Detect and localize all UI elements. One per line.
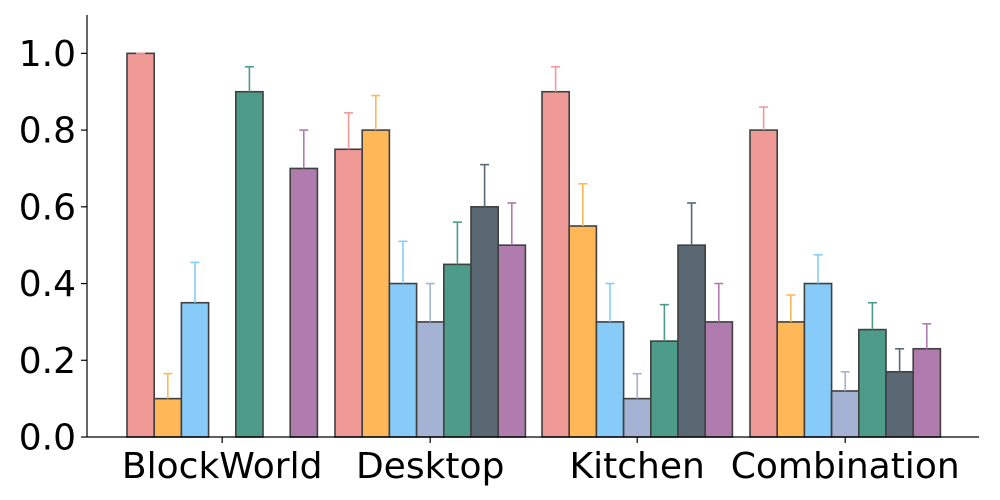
bar-s4-combination (857, 328, 887, 438)
error-bars-layer (136, 52, 932, 399)
y-tick-label: 0.4 (19, 264, 76, 305)
bar-s0-desktop (334, 148, 364, 438)
labels-layer: 0.0 0.2 0.4 0.6 0.8 1.0 BlockWorld Desktop Kitch… (19, 34, 960, 487)
bar-s4-desktop (442, 263, 472, 438)
bar-s5-combination (885, 370, 915, 438)
bar-s6-blockworld (289, 167, 319, 438)
bar-s0-blockworld (126, 52, 156, 438)
error-bar-s1-kitchen (578, 183, 588, 226)
error-bar-s0-kitchen (551, 65, 561, 92)
bar-s2-kitchen (595, 321, 625, 438)
error-bar-s5-desktop (480, 163, 490, 207)
bar-s2-desktop (388, 282, 418, 438)
y-tick-label: 0.0 (19, 418, 76, 459)
bar-s3-kitchen (622, 397, 652, 438)
error-bar-s4-desktop (452, 221, 462, 265)
error-bar-s3-kitchen (632, 372, 642, 399)
bar-s4-blockworld (235, 90, 264, 438)
y-tick-label: 0.8 (19, 111, 76, 152)
axes-layer (81, 15, 979, 443)
bar-s1-blockworld (153, 397, 183, 438)
error-bar-s4-blockworld (244, 65, 254, 92)
bar-s5-kitchen (677, 244, 707, 438)
bar-s2-combination (803, 282, 833, 438)
error-bar-s5-combination (895, 347, 905, 372)
bar-s6-kitchen (704, 321, 734, 438)
bars-layer (126, 52, 942, 438)
error-bar-s6-kitchen (714, 282, 724, 322)
error-bar-s6-blockworld (299, 129, 309, 169)
bar-s4-kitchen (649, 340, 679, 438)
bar-s3-desktop (415, 321, 445, 438)
x-tick-label-blockworld: BlockWorld (122, 446, 323, 487)
error-bar-s1-blockworld (163, 372, 173, 399)
bar-s6-desktop (497, 244, 527, 438)
bar-s2-blockworld (180, 301, 210, 438)
error-bar-s5-kitchen (687, 202, 697, 246)
bar-s1-desktop (361, 129, 391, 438)
error-bar-s1-desktop (371, 94, 381, 131)
error-bar-s0-combination (759, 106, 769, 131)
error-bar-s6-combination (922, 323, 932, 349)
x-tick-label-desktop: Desktop (356, 446, 504, 487)
error-bar-s1-combination (786, 294, 796, 322)
y-tick-label: 0.6 (19, 187, 76, 228)
x-tick-label-kitchen: Kitchen (570, 446, 705, 487)
bar-s3-combination (830, 390, 860, 438)
error-bar-s2-combination (813, 253, 823, 284)
error-bar-s3-desktop (425, 282, 435, 322)
y-tick-label: 0.2 (19, 341, 76, 382)
error-bar-s0-desktop (344, 112, 354, 150)
x-tick-label-combination: Combination (731, 446, 960, 487)
error-bar-s2-kitchen (605, 282, 615, 322)
error-bar-s4-kitchen (659, 303, 669, 342)
bar-s6-combination (912, 347, 942, 438)
bar-s5-desktop (470, 206, 500, 438)
y-tick-label: 1.0 (19, 34, 76, 75)
error-bar-s6-desktop (507, 202, 517, 246)
bar-s0-combination (749, 129, 779, 438)
error-bar-s4-combination (867, 301, 877, 330)
bar-s0-kitchen (541, 90, 571, 438)
error-bar-s2-blockworld (190, 261, 200, 303)
error-bar-s2-desktop (398, 240, 408, 284)
bar-s1-combination (776, 321, 806, 438)
error-bar-s3-combination (840, 370, 850, 391)
bar-s1-kitchen (568, 225, 598, 438)
